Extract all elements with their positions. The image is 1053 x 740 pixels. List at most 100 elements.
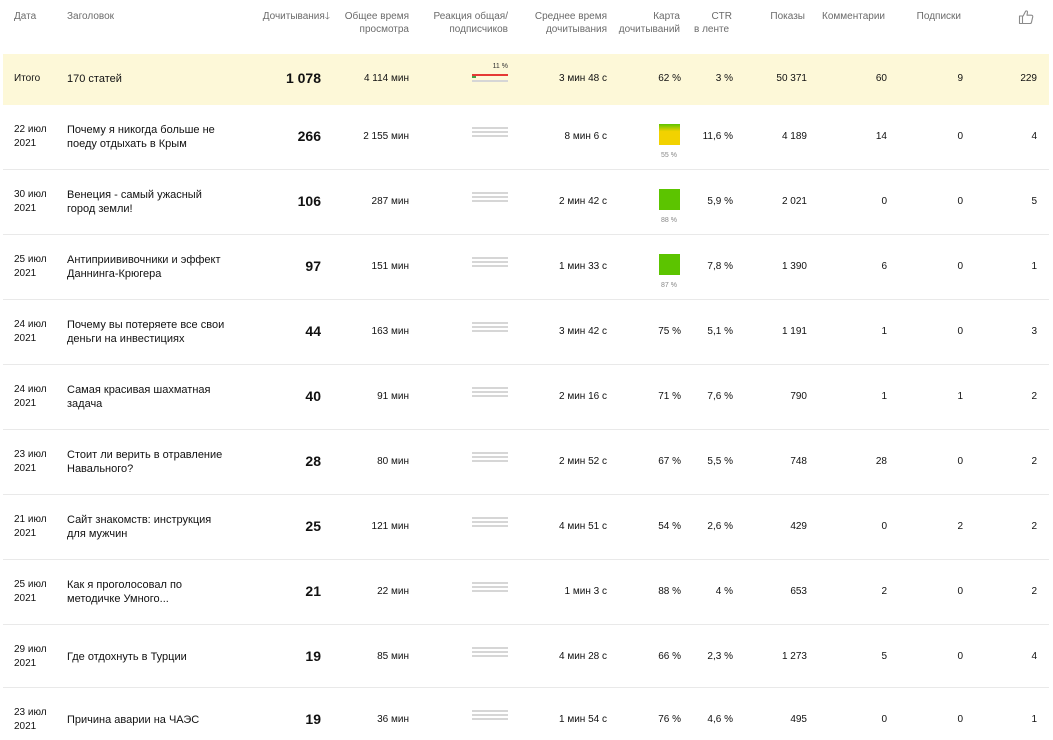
row-date-day: 29 июл [14,644,47,655]
column-header-avg-time[interactable]: Среднее время дочитывания [520,10,607,36]
row-ctr: 2,3 % [707,651,733,662]
row-subscriptions: 0 [957,586,963,597]
table-row[interactable]: 25 июл 2021 Антиприививочники и эффект Данн… [3,235,1049,300]
table-row[interactable]: 30 июл 2021 Венеция - самый ужасный город з… [3,170,1049,235]
row-title[interactable]: Причина аварии на ЧАЭС [67,713,235,727]
table-row[interactable]: 29 июл 2021 Где отдохнуть в Турции 19 85 мин… [3,625,1049,688]
row-date: 24 июл 2021 [14,318,60,346]
row-reaction-bars [472,515,508,529]
row-title-line2: задача [67,398,103,410]
row-reads: 21 [305,583,321,599]
row-date-day: 24 июл [14,384,47,395]
reaction-bar [472,196,508,198]
column-header-reaction[interactable]: Реакция общая/подписчиков [420,10,508,36]
column-header-ctr-line1: CTR [711,11,732,22]
table-row-total[interactable]: Итого 170 статей 1 078 4 114 мин 11 % 3 … [3,54,1049,105]
total-reaction-pct: 11 % [492,63,508,70]
column-header-reads[interactable]: Дочитывания🡓 [240,10,330,23]
row-impressions: 1 273 [781,651,807,662]
row-title[interactable]: Самая красивая шахматная задача [67,383,235,411]
column-header-map[interactable]: Карта дочитываний [610,10,680,36]
column-header-title[interactable]: Заголовок [67,11,115,22]
column-header-comments[interactable]: Комментарии [822,11,885,22]
row-title-line1: Почему я никогда больше не [67,124,215,136]
row-ctr: 4,6 % [707,714,733,725]
row-date-day: 23 июл [14,449,47,460]
row-reaction-bars [472,190,508,204]
row-reaction-bars [472,645,508,659]
row-map: 66 % [658,651,681,662]
thumbs-up-icon[interactable] [1018,9,1034,29]
row-reads: 40 [305,388,321,404]
row-date-year: 2021 [14,593,37,604]
row-title[interactable]: Антиприививочники и эффект Даннинга-Крюге… [67,253,235,281]
row-title-line1: Венеция - самый ужасный [67,189,202,201]
row-reads: 19 [305,648,321,664]
column-header-subscriptions[interactable]: Подписки [916,11,961,22]
reaction-bar-total-general [472,74,508,76]
table-row[interactable]: 23 июл 2021 Причина аварии на ЧАЭС 19 36 мин… [3,688,1049,740]
row-comments: 0 [881,714,887,725]
total-title: 170 статей [67,73,122,85]
row-title[interactable]: Стоит ли верить в отравление Навального? [67,448,235,476]
column-header-reads-label: Дочитывания [262,11,325,22]
column-header-avg-time-line2: дочитывания [545,24,607,35]
row-title-line1: Стоит ли верить в отравление [67,449,223,461]
row-date: 23 июл 2021 [14,448,60,476]
row-title[interactable]: Как я проголосовал по методичке Умного... [67,578,235,606]
row-title[interactable]: Сайт знакомств: инструкция для мужчин [67,513,235,541]
row-likes: 2 [1031,391,1037,402]
column-header-ctr[interactable]: CTR в ленте [694,10,734,36]
row-reads: 97 [305,258,321,274]
row-total-time: 2 155 мин [363,131,409,142]
row-impressions: 790 [790,391,807,402]
row-avg-time: 2 мин 16 с [558,391,607,402]
row-date: 25 июл 2021 [14,253,60,281]
table-header: Дата Заголовок Дочитывания🡓 Общее время п… [0,0,1053,54]
row-title[interactable]: Почему вы потеряете все свои деньги на ин… [67,318,235,346]
row-comments: 0 [881,521,887,532]
row-likes: 1 [1031,261,1037,272]
row-date-year: 2021 [14,528,37,539]
row-title[interactable]: Где отдохнуть в Турции [67,650,235,664]
table-row[interactable]: 25 июл 2021 Как я проголосовал по методичке… [3,560,1049,625]
column-header-reaction-line1: Реакция общая/ [433,11,508,22]
row-avg-time: 1 мин 33 с [558,261,607,272]
row-reaction-bars [472,255,508,269]
row-date: 24 июл 2021 [14,383,60,411]
row-impressions: 429 [790,521,807,532]
row-title[interactable]: Почему я никогда больше не поеду отдыхать… [67,123,235,151]
column-header-total-time[interactable]: Общее время просмотра [330,10,409,36]
row-comments: 2 [881,586,887,597]
row-ctr: 5,1 % [707,326,733,337]
row-reads: 44 [305,323,321,339]
row-subscriptions: 0 [957,456,963,467]
row-avg-time: 8 мин 6 с [564,131,607,142]
column-header-date[interactable]: Дата [14,11,37,22]
row-date-day: 21 июл [14,514,47,525]
column-header-map-line1: Карта [653,11,680,22]
table-row[interactable]: 24 июл 2021 Почему вы потеряете все свои де… [3,300,1049,365]
row-title-line2: деньги на инвестициях [67,333,185,345]
row-title[interactable]: Венеция - самый ужасный город земли! [67,188,235,216]
reaction-bar [472,714,508,716]
row-reaction-bars [472,320,508,334]
total-impressions: 50 371 [776,73,807,84]
table-row[interactable]: 24 июл 2021 Самая красивая шахматная задача… [3,365,1049,430]
reaction-bar [472,330,508,332]
column-header-impressions[interactable]: Показы [770,11,805,22]
table-row[interactable]: 22 июл 2021 Почему я никогда больше не поед… [3,105,1049,170]
row-map: 54 % [658,521,681,532]
row-title-line1: Почему вы потеряете все свои [67,319,225,331]
reaction-bar [472,586,508,588]
reaction-bar [472,395,508,397]
table-row[interactable]: 23 июл 2021 Стоит ли верить в отравление На… [3,430,1049,495]
read-map-thumbnail[interactable] [659,124,680,145]
row-title-line2: Навального? [67,463,134,475]
table-row[interactable]: 21 июл 2021 Сайт знакомств: инструкция для … [3,495,1049,560]
read-map-thumbnail[interactable] [659,189,680,210]
reaction-bar [472,322,508,324]
row-date-year: 2021 [14,398,37,409]
read-map-thumbnail[interactable] [659,254,680,275]
total-subscriptions: 9 [957,73,963,84]
